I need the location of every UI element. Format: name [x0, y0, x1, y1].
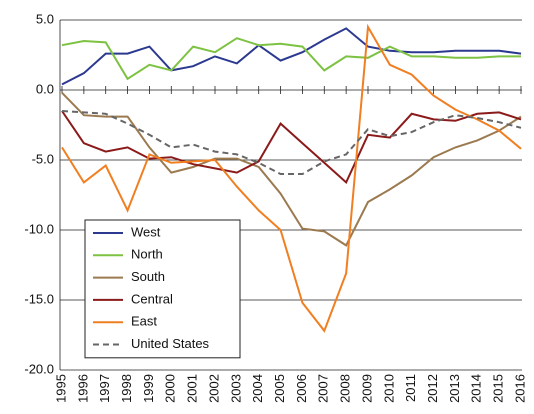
- y-tick-label: -15.0: [24, 291, 54, 306]
- x-tick-label: 1999: [141, 374, 156, 403]
- line-series: [61, 23, 522, 333]
- x-tick-label: 2000: [163, 374, 178, 403]
- x-tick-label: 2010: [381, 374, 396, 403]
- x-tick-label: 2014: [469, 374, 484, 403]
- line-series: [61, 37, 521, 81]
- line-series: [61, 27, 522, 86]
- x-tick-label: 2006: [294, 374, 309, 403]
- legend-label: West: [131, 224, 161, 239]
- x-tick-label: 2002: [206, 374, 221, 403]
- line-series: [61, 110, 522, 185]
- x-tick-label: 1998: [119, 374, 134, 403]
- x-tick-label: 2005: [272, 374, 287, 403]
- legend-label: East: [131, 314, 157, 329]
- x-tick-label: 2003: [228, 374, 243, 403]
- x-tick-label: 2012: [425, 374, 440, 403]
- line-series: [61, 110, 522, 175]
- legend-label: South: [131, 269, 165, 284]
- y-tick-label: -20.0: [24, 361, 54, 376]
- x-tick-label: 1995: [53, 374, 68, 403]
- x-tick-label: 2011: [403, 374, 418, 402]
- y-tick-label: 0.0: [36, 81, 54, 96]
- x-tick-label: 2001: [185, 374, 200, 403]
- x-tick-label: 2007: [316, 374, 331, 403]
- x-tick-label: 2015: [491, 374, 506, 403]
- x-tick-label: 2009: [359, 374, 374, 403]
- x-tick-label: 1997: [97, 374, 112, 403]
- x-tick-label: 2016: [512, 374, 527, 403]
- x-tick-label: 1996: [75, 374, 90, 403]
- legend-label: Central: [131, 291, 173, 306]
- legend-label: North: [131, 247, 163, 262]
- line-series: [61, 92, 522, 247]
- x-tick-label: 2008: [338, 374, 353, 403]
- x-tick-label: 2004: [250, 374, 265, 403]
- y-tick-label: -10.0: [24, 221, 54, 236]
- x-tick-label: 2013: [447, 374, 462, 403]
- legend-box: [84, 219, 241, 359]
- legend-label: United States: [131, 336, 210, 351]
- y-tick-label: -5.0: [32, 151, 54, 166]
- y-tick-label: 5.0: [36, 11, 54, 26]
